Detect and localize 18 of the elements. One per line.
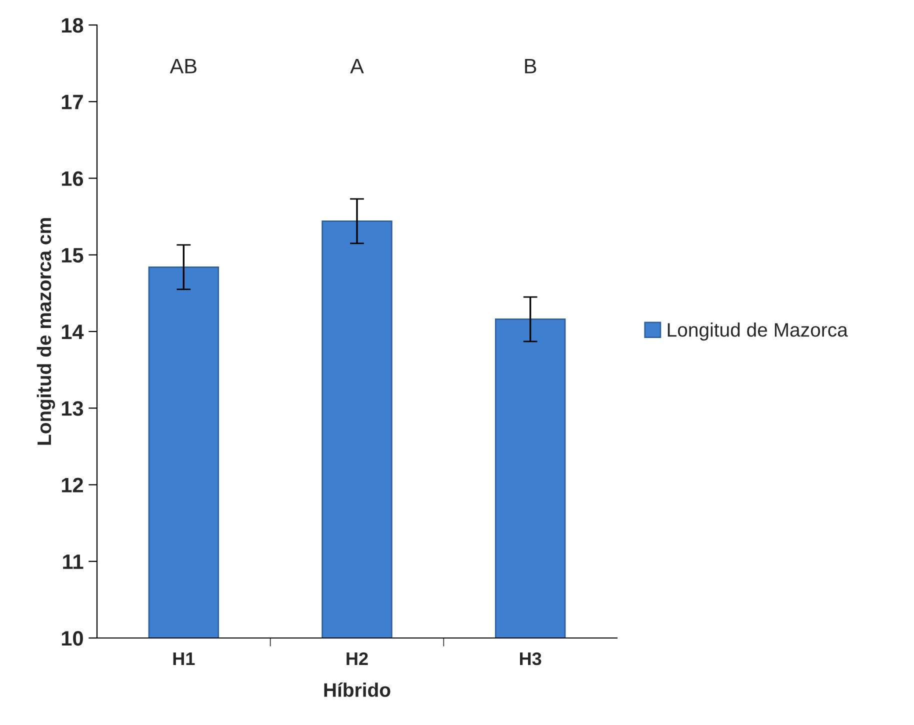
- annotation: B: [525, 58, 536, 74]
- y-axis-title: Longitud de mazorca cm: [36, 218, 56, 445]
- annotation: AB: [170, 58, 196, 74]
- y-tick-label: 16: [62, 171, 84, 186]
- y-tick-label: 15: [62, 248, 84, 263]
- x-tick-label: H3: [520, 652, 542, 666]
- y-tick-label: 13: [62, 401, 84, 416]
- y-tick-label: 18: [62, 18, 84, 33]
- x-axis-title: Híbrido: [324, 682, 390, 697]
- x-tick-label: H1: [173, 652, 195, 665]
- y-tick-label: 12: [62, 478, 83, 492]
- y-tick-label: 10: [62, 631, 83, 646]
- annotation: A: [350, 58, 364, 74]
- y-tick-label: 11: [63, 554, 84, 569]
- legend-label: Longitud de Mazorca: [668, 322, 848, 341]
- y-tick-label: 17: [62, 94, 83, 110]
- x-tick-label: H2: [346, 652, 368, 665]
- y-tick-label: 14: [62, 324, 84, 340]
